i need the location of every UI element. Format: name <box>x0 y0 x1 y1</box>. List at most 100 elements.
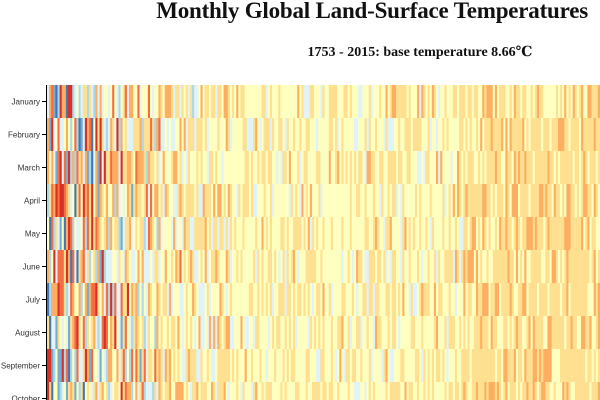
heatmap-cell <box>368 316 372 349</box>
heatmap-cell <box>459 184 462 217</box>
heatmap-cell <box>137 217 140 250</box>
heatmap-cell <box>379 118 382 151</box>
heatmap-cell <box>133 184 136 217</box>
heatmap-cell <box>375 283 378 316</box>
heatmap-cell <box>595 382 599 400</box>
heatmap-cell <box>232 250 235 283</box>
heatmap-cell <box>309 151 313 184</box>
heatmap-cell <box>421 316 424 349</box>
heatmap-cell <box>135 283 138 316</box>
heatmap-cell <box>173 217 176 250</box>
heatmap-cell <box>562 382 565 400</box>
heatmap-cell <box>499 316 502 349</box>
heatmap-cell <box>164 184 168 217</box>
heatmap-cell <box>282 349 285 382</box>
heatmap-cell <box>293 349 296 382</box>
heatmap-cell <box>396 184 399 217</box>
heatmap-cell <box>175 151 178 184</box>
heatmap-cell <box>541 118 544 151</box>
heatmap-cell <box>265 250 269 283</box>
heatmap-cell <box>377 349 380 382</box>
heatmap-cell <box>358 85 361 118</box>
heatmap-cell <box>539 349 542 382</box>
heatmap-cell <box>141 151 145 184</box>
heatmap-cell <box>84 316 88 349</box>
heatmap-cell <box>238 151 241 184</box>
heatmap-cell <box>435 151 439 184</box>
heatmap-cell <box>482 250 485 283</box>
heatmap-cell <box>219 85 222 118</box>
heatmap-cell <box>112 349 115 382</box>
heatmap-cell <box>223 349 227 382</box>
heatmap-cell <box>583 85 586 118</box>
heatmap-cell <box>492 85 496 118</box>
heatmap-cell <box>459 316 462 349</box>
heatmap-cell <box>242 349 245 382</box>
heatmap-cell <box>551 250 555 283</box>
heatmap-cell <box>419 184 422 217</box>
heatmap-cell <box>515 316 519 349</box>
heatmap-cell <box>490 349 494 382</box>
heatmap-cell <box>356 283 359 316</box>
heatmap-cell <box>337 151 340 184</box>
heatmap-cell <box>51 349 54 382</box>
heatmap-cell <box>593 349 597 382</box>
heatmap-cell <box>345 316 348 349</box>
heatmap-cell <box>47 283 50 316</box>
heatmap-cell <box>124 151 128 184</box>
heatmap-cell <box>446 283 449 316</box>
heatmap-cell <box>192 283 195 316</box>
heatmap-cell <box>301 349 304 382</box>
heatmap-cell <box>280 151 283 184</box>
heatmap-cell <box>232 151 235 184</box>
heatmap-cell <box>78 250 81 283</box>
heatmap-cell <box>248 250 252 283</box>
heatmap-cell <box>213 217 216 250</box>
heatmap-cell <box>166 283 170 316</box>
heatmap-cell <box>124 118 128 151</box>
heatmap-cell <box>597 184 600 217</box>
heatmap-cell <box>370 184 374 217</box>
heatmap-cell <box>103 217 107 250</box>
heatmap-cell <box>158 316 161 349</box>
heatmap-cell <box>402 151 405 184</box>
heatmap-cell <box>297 85 300 118</box>
heatmap-cell <box>511 85 515 118</box>
heatmap-cell <box>345 217 348 250</box>
heatmap-cell <box>484 85 487 118</box>
heatmap-cell <box>253 250 256 283</box>
heatmap-cell <box>484 382 487 400</box>
heatmap-cell <box>236 316 239 349</box>
heatmap-cell <box>585 151 588 184</box>
heatmap-cell <box>282 382 285 400</box>
heatmap-cell <box>564 316 567 349</box>
heatmap-cell <box>59 85 63 118</box>
heatmap-cell <box>398 85 401 118</box>
heatmap-cell <box>227 85 231 118</box>
heatmap-cell <box>528 217 531 250</box>
heatmap-cell <box>47 349 50 382</box>
heatmap-cell <box>457 283 460 316</box>
heatmap-cell <box>406 85 409 118</box>
heatmap-cell <box>433 250 437 283</box>
heatmap-cell <box>349 85 353 118</box>
heatmap-cell <box>393 118 397 151</box>
heatmap-cell <box>385 85 388 118</box>
heatmap-cell <box>261 85 264 118</box>
heatmap-cell <box>211 382 214 400</box>
heatmap-cell <box>217 283 220 316</box>
heatmap-cell <box>332 118 336 151</box>
heatmap-cell <box>314 151 317 184</box>
heatmap-cell <box>511 382 515 400</box>
heatmap-cell <box>339 151 342 184</box>
heatmap-cell <box>520 118 523 151</box>
heatmap-cell <box>377 151 380 184</box>
heatmap-cell <box>351 118 355 151</box>
heatmap-cell <box>255 349 258 382</box>
heatmap-cell <box>337 283 340 316</box>
heatmap-cell <box>421 118 424 151</box>
heatmap-cell <box>177 217 180 250</box>
heatmap-cell <box>255 118 258 151</box>
heatmap-cell <box>526 151 529 184</box>
heatmap-cell <box>263 118 266 151</box>
